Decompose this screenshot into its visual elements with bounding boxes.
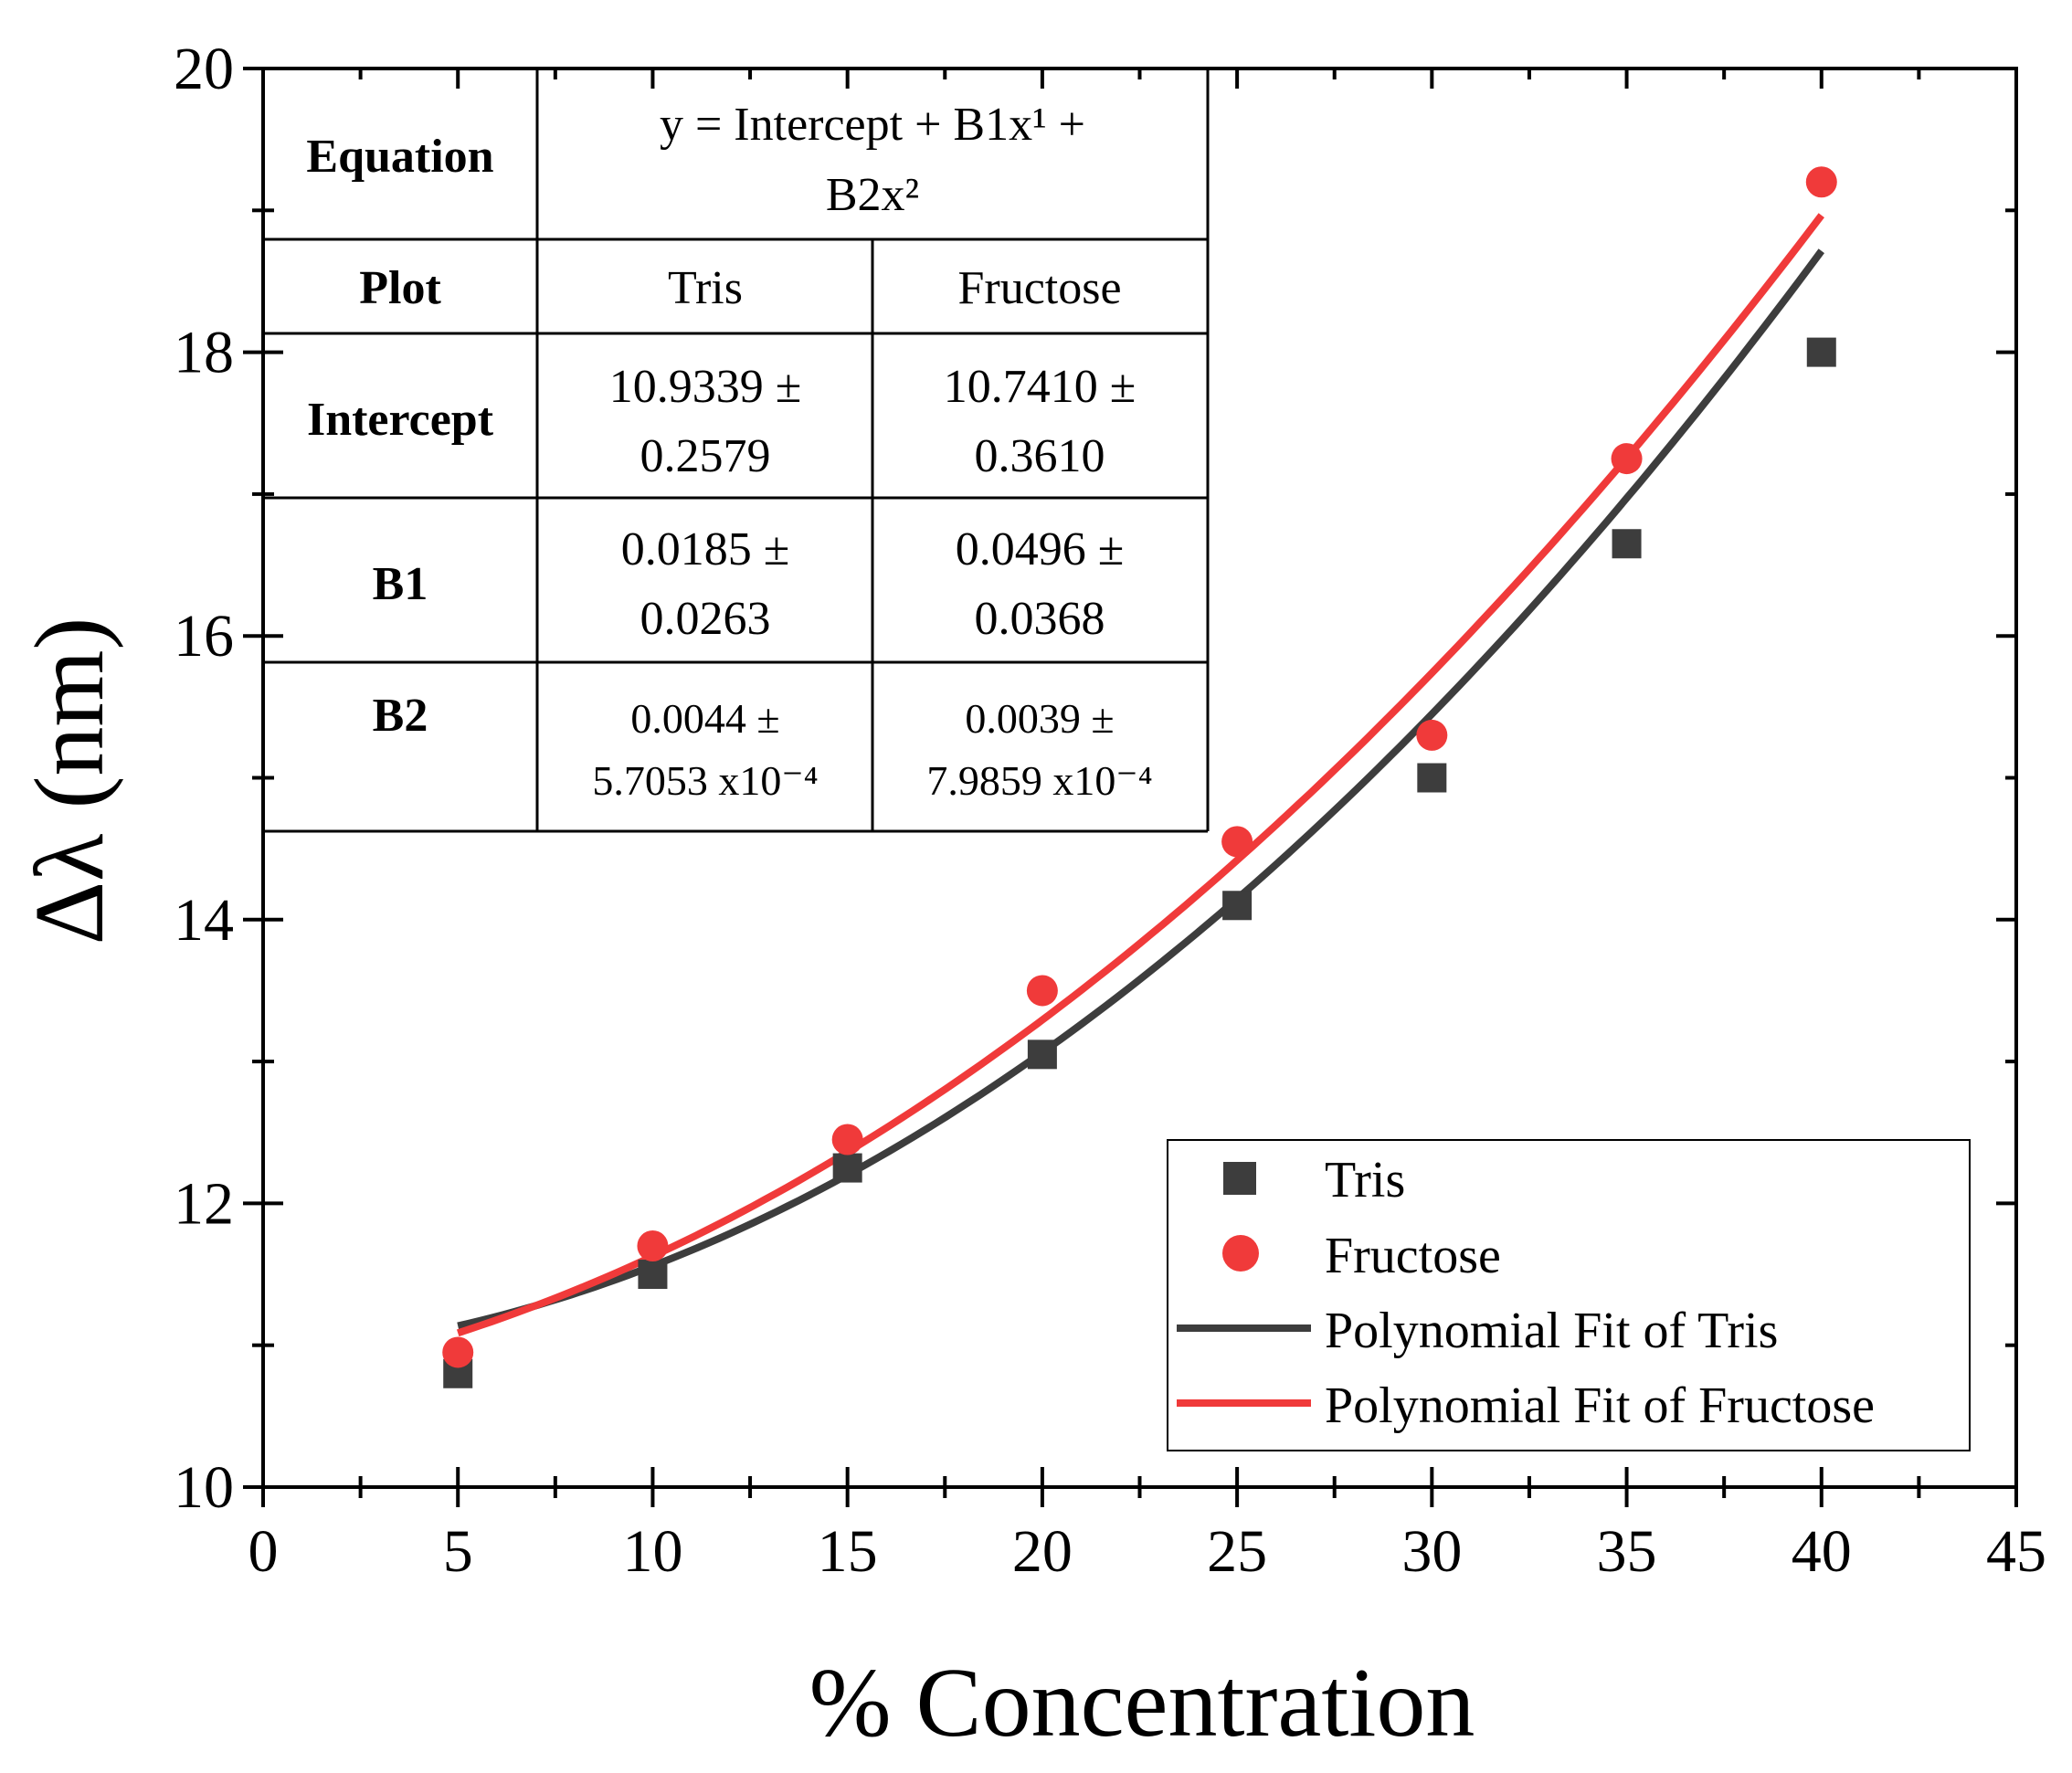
data-point-fructose: [1221, 826, 1253, 858]
table-cell: 0.2579: [640, 430, 771, 482]
x-tick-label: 0: [248, 1518, 279, 1585]
data-point-fructose: [1416, 719, 1448, 751]
table-cell: 0.0263: [640, 593, 771, 645]
data-point-tris: [1027, 1040, 1057, 1070]
table-cell: 0.3610: [975, 430, 1105, 482]
data-point-tris: [638, 1260, 668, 1290]
data-point-fructose: [442, 1336, 474, 1368]
data-point-tris: [832, 1153, 862, 1183]
y-tick-label: 14: [174, 887, 234, 954]
data-point-fructose: [1805, 166, 1837, 198]
table-cell: 0.0044 ±: [630, 695, 779, 742]
table-equation-line2: B2x²: [826, 169, 919, 221]
legend-box: [1167, 1139, 1971, 1451]
table-cell: 5.7053 x10⁻⁴: [592, 757, 818, 804]
fit-lines: [456, 213, 1825, 1337]
fit-parameter-table: Equation y = Intercept + B1x¹ + B2x² Plo…: [263, 69, 1210, 833]
data-point-tris: [1417, 763, 1447, 793]
y-tick-label: 12: [174, 1170, 234, 1237]
y-tick-label: 20: [174, 36, 234, 102]
table-col-fructose: Fructose: [957, 262, 1121, 314]
data-point-tris: [1222, 891, 1253, 921]
fit-line-tris: [457, 248, 1825, 1330]
x-axis-title: % Concentration: [809, 1649, 1475, 1757]
legend-label-fructose-fit: Polynomial Fit of Fructose: [1325, 1377, 1875, 1434]
x-tick-label: 25: [1207, 1518, 1267, 1585]
table-cell: 0.0185 ±: [621, 523, 790, 575]
data-point-tris: [1806, 337, 1836, 367]
y-tick-label: 16: [174, 603, 234, 670]
data-point-fructose: [637, 1229, 669, 1261]
table-row-label: B1: [373, 558, 428, 610]
table-cell: 10.9339 ±: [609, 361, 802, 413]
table-cell: 0.0039 ±: [965, 695, 1114, 742]
axes-layer: 0 5 10 15 20 25 30 35 40 45 10 12 14 16 18 20: [174, 36, 2046, 1585]
legend-label-tris: Tris: [1325, 1152, 1405, 1208]
x-tick-label: 15: [818, 1518, 878, 1585]
data-point-tris: [1612, 529, 1642, 559]
table-plot-label: Plot: [359, 262, 441, 314]
table-cell: 7.9859 x10⁻⁴: [926, 757, 1152, 804]
table-grid: [263, 69, 1210, 833]
legend-label-fructose: Fructose: [1325, 1228, 1501, 1284]
table-equation-line1: y = Intercept + B1x¹ +: [660, 99, 1085, 151]
y-tick-label: 10: [174, 1454, 234, 1521]
legend-label-tris-fit: Polynomial Fit of Tris: [1325, 1303, 1778, 1359]
x-tick-label: 40: [1792, 1518, 1852, 1585]
y-axis-title: Δλ (nm): [16, 617, 124, 945]
legend: Tris Fructose Polynomial Fit of Tris Pol…: [1167, 1139, 1971, 1451]
table-cell: 0.0496 ±: [956, 523, 1125, 575]
x-tick-label: 5: [443, 1518, 473, 1585]
x-tick-label: 35: [1597, 1518, 1657, 1585]
x-tick-label: 45: [1986, 1518, 2046, 1585]
table-col-tris: Tris: [668, 262, 743, 314]
data-point-fructose: [831, 1124, 863, 1156]
x-tick-label: 20: [1012, 1518, 1073, 1585]
legend-fructose-marker: [1222, 1235, 1259, 1272]
data-point-fructose: [1026, 975, 1058, 1007]
table-row-label: B2: [373, 690, 428, 742]
legend-tris-marker: [1223, 1162, 1256, 1195]
table-cell: 0.0368: [975, 593, 1105, 645]
table-cell: 10.7410 ±: [944, 361, 1136, 413]
x-tick-label: 10: [622, 1518, 682, 1585]
table-equation-label: Equation: [306, 131, 493, 183]
data-point-fructose: [1611, 443, 1643, 475]
x-tick-label: 30: [1401, 1518, 1462, 1585]
fit-line-fructose: [456, 213, 1824, 1337]
table-row-label: Intercept: [307, 394, 494, 446]
y-tick-label: 18: [174, 320, 234, 386]
data-markers: [442, 166, 1837, 1388]
